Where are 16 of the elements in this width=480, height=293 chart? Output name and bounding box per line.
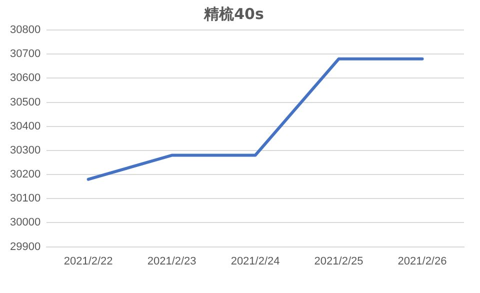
x-tick-label: 2021/2/22	[64, 255, 113, 268]
y-tick-label: 29900	[10, 240, 41, 253]
x-tick-label: 2021/2/26	[398, 255, 447, 268]
y-tick-label: 30600	[10, 72, 41, 84]
y-tick-label: 30400	[10, 120, 41, 132]
y-tick-label: 30500	[10, 96, 41, 108]
x-tick-label: 2021/2/24	[230, 255, 280, 268]
y-tick-label: 30200	[10, 168, 41, 181]
x-tick-label: 2021/2/23	[147, 255, 196, 268]
y-tick-label: 30000	[10, 216, 41, 229]
chart-title: 精梳40s	[203, 4, 264, 23]
x-tick-label: 2021/2/25	[314, 255, 364, 268]
y-tick-label: 30100	[10, 192, 41, 205]
y-tick-label: 30300	[10, 144, 41, 156]
y-tick-label: 30800	[10, 24, 41, 36]
y-tick-label: 30700	[10, 48, 41, 60]
